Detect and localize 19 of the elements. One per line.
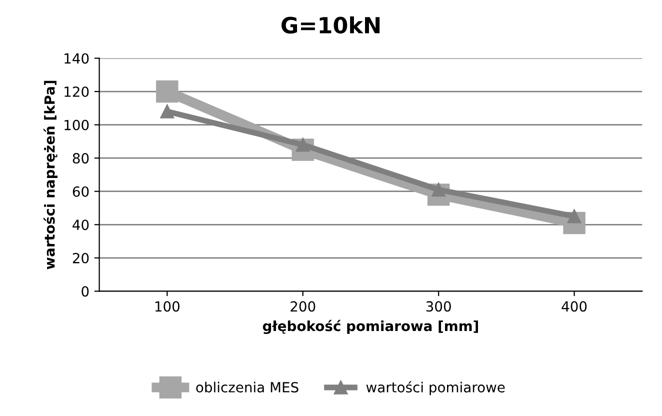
y-tick-label: 60 [72,186,89,197]
x-tick-label: 300 [426,301,451,312]
point [160,104,174,118]
legend-label: obliczenia MES [196,382,298,392]
y-axis-title: wartości naprężeń [kPa] [44,80,58,270]
chart-title: G=10kN [282,16,380,34]
x-tick-label: 200 [290,301,316,312]
x-tick-label: 400 [562,301,587,312]
point [156,80,178,103]
y-tick-label: 120 [64,86,89,97]
y-tick-label: 0 [82,286,89,297]
x-axis-title: głębokość pomiarowa [mm] [262,320,478,334]
y-tick-label: 100 [64,120,89,130]
y-tick-label: 20 [72,252,89,264]
legend-label: wartości pomiarowe [366,381,505,396]
y-tick-label: 40 [72,220,89,230]
y-tick-label: 140 [64,53,89,64]
y-tick-label: 80 [72,153,89,164]
x-tick-label: 100 [155,301,180,312]
